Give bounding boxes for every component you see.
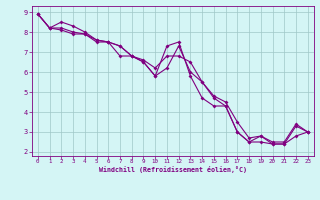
X-axis label: Windchill (Refroidissement éolien,°C): Windchill (Refroidissement éolien,°C): [99, 166, 247, 173]
